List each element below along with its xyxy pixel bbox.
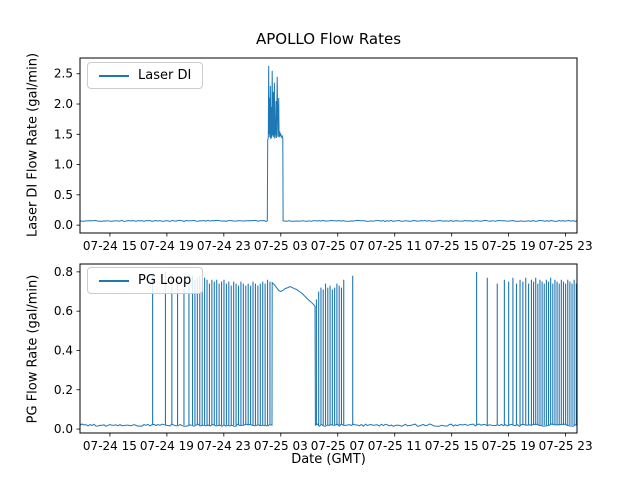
- series-line-laser_di: [79, 65, 578, 222]
- x-tick-label: 07-24 19: [140, 239, 194, 253]
- axes-frame: [79, 263, 578, 434]
- legend-line-sample-icon: [99, 279, 129, 282]
- legend-label: PG Loop: [138, 273, 192, 288]
- x-tick-label: 07-25 11: [368, 239, 422, 253]
- legend-laser-di: Laser DI: [87, 62, 204, 89]
- plot-title: APOLLO Flow Rates: [255, 30, 402, 48]
- x-tick-label: 07-25 23: [539, 239, 593, 253]
- x-tick-label: 07-25 07: [311, 439, 365, 453]
- y-tick-label: 0.2: [54, 383, 73, 397]
- y-tick-label: 0.6: [54, 304, 73, 318]
- y-axis-label-pg: PG Flow Rate (gal/min): [25, 274, 41, 424]
- legend-label: Laser DI: [138, 68, 192, 83]
- x-tick-label: 07-24 15: [83, 239, 137, 253]
- y-tick-label: 0.8: [54, 265, 73, 279]
- x-tick-label: 07-24 23: [197, 439, 251, 453]
- y-tick-label: 1.0: [54, 158, 73, 172]
- x-tick-label: 07-25 23: [539, 439, 593, 453]
- y-tick-label: 0.0: [54, 218, 73, 232]
- x-tick-label: 07-25 03: [254, 439, 308, 453]
- y-tick-label: 0.0: [54, 422, 73, 436]
- series-line-pg_loop: [79, 281, 578, 428]
- legend-line-sample-icon: [99, 74, 129, 77]
- x-tick-label: 07-24 19: [140, 439, 194, 453]
- y-axis-label-laser-di: Laser DI Flow Rate (gal/min): [25, 52, 41, 238]
- legend-pg-loop: PG Loop: [87, 267, 204, 294]
- x-tick-label: 07-25 19: [482, 239, 536, 253]
- axes-frame: [79, 57, 578, 234]
- x-tick-label: 07-24 23: [197, 239, 251, 253]
- x-tick-label: 07-25 11: [368, 439, 422, 453]
- y-tick-label: 1.5: [54, 127, 73, 141]
- y-tick-label: 2.0: [54, 97, 73, 111]
- x-tick-label: 07-25 15: [425, 439, 479, 453]
- y-tick-label: 0.4: [54, 343, 73, 357]
- x-tick-label: 07-24 15: [83, 439, 137, 453]
- y-tick-label: 2.5: [54, 67, 73, 81]
- x-tick-label: 07-25 15: [425, 239, 479, 253]
- y-tick-label: 0.5: [54, 188, 73, 202]
- x-tick-label: 07-25 07: [311, 239, 365, 253]
- x-axis-label: Date (GMT): [291, 452, 366, 467]
- x-tick-label: 07-25 19: [482, 439, 536, 453]
- x-tick-label: 07-25 03: [254, 239, 308, 253]
